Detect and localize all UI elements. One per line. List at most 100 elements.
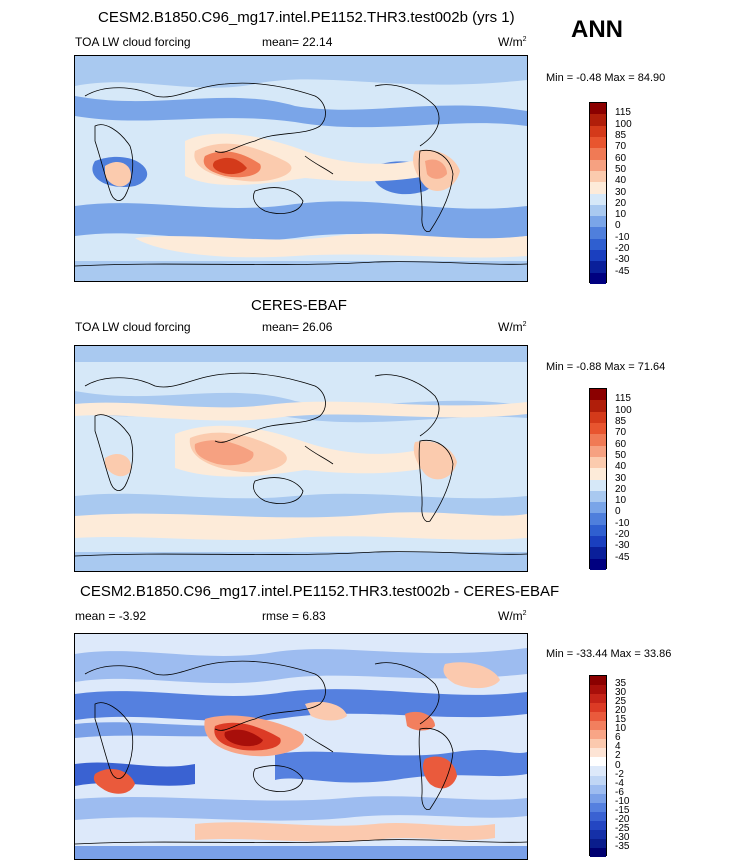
colorbar-tick-label: -6: [615, 786, 624, 798]
colorbar-tick-label: 100: [615, 404, 632, 416]
colorbar-box: [590, 411, 606, 423]
colorbar-tick-label: -30: [615, 831, 630, 843]
colorbar-box: [590, 811, 606, 821]
panel1-map-field: [75, 56, 527, 281]
colorbar-tick-label: -15: [615, 804, 630, 816]
panel3-title: CESM2.B1850.C96_mg17.intel.PE1152.THR3.t…: [80, 583, 560, 600]
colorbar-box: [590, 820, 606, 830]
colorbar-box: [590, 136, 606, 149]
colorbar-tick-label: 0: [615, 506, 621, 518]
panel2-left-label: TOA LW cloud forcing: [75, 320, 191, 334]
colorbar-box: [590, 685, 606, 695]
colorbar-tick-label: 35: [615, 678, 627, 690]
colorbar-tick-label: 10: [615, 209, 627, 221]
colorbar-box: [590, 250, 606, 262]
colorbar-tick-label: 85: [615, 129, 627, 141]
colorbar-tick-label: 10: [615, 723, 627, 735]
colorbar-tick-label: -30: [615, 540, 630, 552]
colorbar-box: [590, 703, 606, 713]
colorbar-box: [590, 547, 606, 559]
colorbar-box: [590, 739, 606, 749]
panel3-map-field: [75, 634, 527, 859]
colorbar-box: [590, 748, 606, 758]
colorbar-tick-label: -4: [615, 777, 624, 789]
colorbar-tick-label: 20: [615, 483, 627, 495]
colorbar-tick-label: 6: [615, 732, 621, 744]
colorbar-tick-label: -25: [615, 822, 630, 834]
colorbar-tick-label: 50: [615, 163, 627, 175]
colorbar-tick-label: 0: [615, 220, 621, 232]
colorbar-tick-label: -30: [615, 254, 630, 266]
colorbar-tick-label: -2: [615, 768, 624, 780]
colorbar-tick-label: 4: [615, 741, 621, 753]
colorbar-box: [590, 513, 606, 525]
colorbar-box: [590, 193, 606, 205]
panel1-minmax: Min = -0.48 Max = 84.90: [546, 72, 666, 84]
panel3-mean-label: mean = -3.92: [75, 609, 147, 623]
colorbar-tick-label: 50: [615, 449, 627, 461]
colorbar-tick-label: -20: [615, 243, 630, 255]
colorbar-box: [590, 536, 606, 548]
panel3-rmse-label: rmse = 6.83: [262, 609, 326, 623]
colorbar-tick-label: 60: [615, 152, 627, 164]
colorbar-box: [590, 730, 606, 740]
colorbar-tick-label: 115: [615, 393, 631, 405]
colorbar-box: [590, 103, 606, 115]
colorbar-box: [590, 227, 606, 239]
colorbar-tick-label: -45: [615, 551, 630, 563]
colorbar-box: [590, 114, 606, 126]
panel2-colorbar: [589, 388, 607, 570]
colorbar-tick-label: -10: [615, 231, 630, 243]
colorbar-tick-label: 15: [615, 714, 627, 726]
colorbar-box: [590, 125, 606, 137]
colorbar-box: [590, 445, 606, 457]
panel3-map: [74, 633, 528, 860]
colorbar-box: [590, 847, 606, 857]
colorbar-tick-label: 85: [615, 415, 627, 427]
colorbar-box: [590, 238, 606, 251]
panel2-map: [74, 345, 528, 572]
colorbar-tick-label: 40: [615, 175, 627, 187]
panel1-map: [74, 55, 528, 282]
colorbar-box: [590, 479, 606, 491]
colorbar-box: [590, 829, 606, 839]
colorbar-tick-label: 30: [615, 687, 627, 699]
colorbar-tick-label: 40: [615, 461, 627, 473]
colorbar-box: [590, 456, 606, 469]
panel1-units: W/m2: [498, 35, 527, 49]
colorbar-tick-label: -20: [615, 813, 630, 825]
colorbar-box: [590, 272, 606, 284]
colorbar-box: [590, 490, 606, 503]
colorbar-box: [590, 204, 606, 217]
colorbar-box: [590, 721, 606, 731]
colorbar-tick-label: 30: [615, 186, 627, 198]
colorbar-box: [590, 422, 606, 435]
panel2-minmax: Min = -0.88 Max = 71.64: [546, 361, 666, 373]
colorbar-tick-label: 20: [615, 705, 627, 717]
colorbar-box: [590, 216, 606, 228]
colorbar-tick-label: 115: [615, 107, 631, 119]
colorbar-box: [590, 766, 606, 776]
colorbar-box: [590, 694, 606, 704]
colorbar-tick-label: 2: [615, 750, 621, 762]
colorbar-tick-label: -10: [615, 795, 630, 807]
colorbar-box: [590, 502, 606, 514]
colorbar-tick-label: 20: [615, 197, 627, 209]
colorbar-box: [590, 775, 606, 785]
colorbar-box: [590, 676, 606, 686]
colorbar-tick-label: -35: [615, 840, 630, 852]
colorbar-box: [590, 712, 606, 722]
colorbar-box: [590, 524, 606, 537]
panel2-mean-label: mean= 26.06: [262, 320, 333, 334]
panel1-mean-label: mean= 22.14: [262, 35, 333, 49]
colorbar-tick-label: 100: [615, 118, 632, 130]
colorbar-tick-label: -20: [615, 529, 630, 541]
colorbar-box: [590, 802, 606, 812]
colorbar-tick-label: -45: [615, 265, 630, 277]
colorbar-box: [590, 182, 606, 194]
colorbar-tick-label: -10: [615, 517, 630, 529]
panel3-colorbar: [589, 675, 607, 857]
colorbar-box: [590, 148, 606, 160]
panel2-map-field: [75, 346, 527, 571]
panel2-title: CERES-EBAF: [251, 297, 347, 314]
